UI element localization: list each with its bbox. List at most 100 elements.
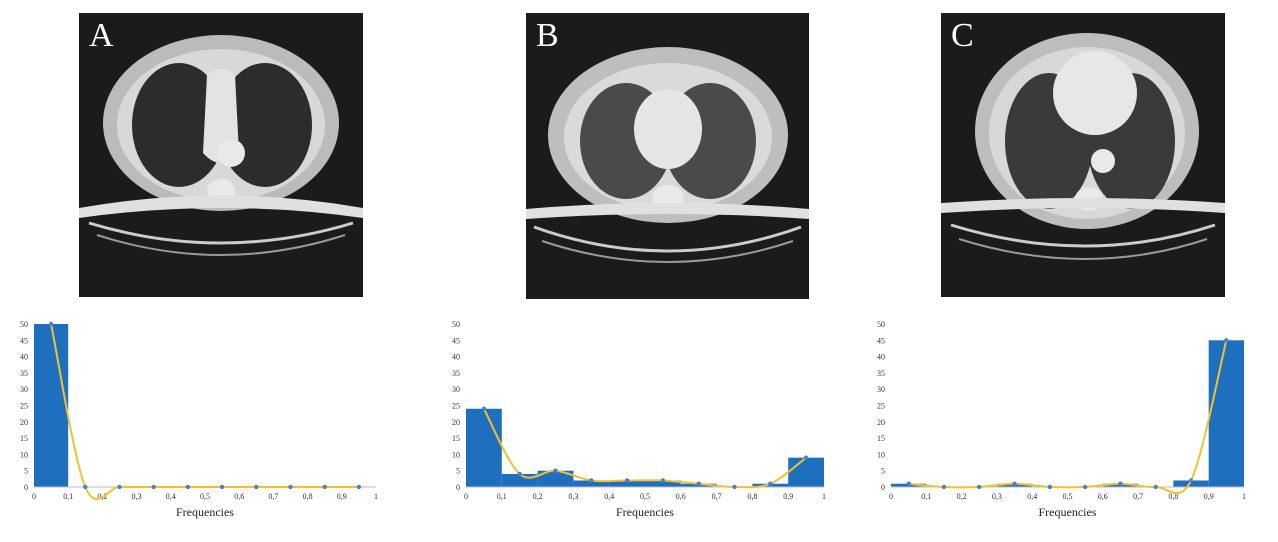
data-point — [1047, 484, 1053, 490]
x-tick-label: 0 — [464, 492, 468, 501]
histogram-bar — [1208, 340, 1244, 487]
y-tick-label: 35 — [877, 369, 885, 378]
x-tick-label: 0,4 — [166, 492, 176, 501]
frequency-curve — [908, 340, 1228, 495]
data-point — [1082, 484, 1088, 490]
y-tick-label: 15 — [877, 434, 885, 443]
data-point — [219, 484, 225, 490]
x-axis-label: Frequencies — [1039, 505, 1097, 519]
data-point — [151, 484, 156, 490]
y-tick-label: 0 — [24, 483, 28, 492]
data-point — [941, 484, 947, 490]
x-tick-label: 0,3 — [992, 492, 1002, 501]
x-tick-label: 0,4 — [604, 492, 614, 501]
x-tick-label: 0,2 — [533, 492, 543, 501]
x-tick-label: 0,1 — [63, 492, 73, 501]
x-tick-label: 0,6 — [1098, 492, 1108, 501]
x-tick-label: 0,8 — [747, 492, 757, 501]
y-tick-label: 25 — [452, 402, 460, 411]
data-point — [906, 481, 911, 486]
data-point — [254, 484, 259, 490]
x-tick-label: 0,7 — [712, 492, 722, 501]
y-tick-label: 20 — [452, 418, 460, 427]
data-point — [732, 484, 737, 490]
y-tick-label: 5 — [456, 467, 460, 476]
histogram-bar — [1173, 480, 1209, 487]
data-point — [117, 484, 122, 490]
data-point — [553, 468, 558, 473]
data-point — [83, 484, 88, 490]
data-point — [517, 471, 522, 477]
data-point — [660, 478, 666, 483]
y-tick-label: 10 — [20, 450, 28, 459]
y-tick-label: 30 — [877, 385, 885, 394]
y-tick-label: 10 — [877, 450, 885, 459]
x-tick-label: 1 — [1242, 492, 1246, 501]
data-point — [1224, 338, 1229, 343]
y-tick-label: 40 — [452, 353, 460, 362]
data-point — [185, 484, 191, 490]
y-tick-label: 50 — [20, 320, 28, 329]
ct-scan-image-a: A — [79, 13, 363, 297]
x-tick-label: 0,9 — [1204, 492, 1214, 501]
y-tick-label: 15 — [452, 434, 460, 443]
data-point — [803, 455, 809, 460]
x-tick-label: 0 — [32, 492, 36, 501]
panel-letter-b: B — [536, 17, 559, 54]
x-tick-label: 0,9 — [337, 492, 347, 501]
x-tick-label: 0,1 — [921, 492, 931, 501]
x-axis-label: Frequencies — [616, 505, 674, 519]
x-tick-label: 0,4 — [1027, 492, 1037, 501]
ct-scan-a-drawing — [79, 35, 363, 256]
y-tick-label: 40 — [20, 353, 28, 362]
x-tick-label: 0,9 — [783, 492, 793, 501]
data-point — [1188, 478, 1194, 483]
x-tick-label: 1 — [822, 492, 826, 501]
y-tick-label: 40 — [877, 353, 885, 362]
y-tick-label: 25 — [877, 402, 885, 411]
data-point — [481, 406, 487, 411]
x-tick-label: 0,6 — [234, 492, 244, 501]
x-axis-label: Frequencies — [176, 505, 234, 519]
panel-letter-a: A — [89, 17, 114, 54]
x-tick-label: 0,7 — [268, 492, 278, 501]
data-point — [624, 478, 630, 483]
y-tick-label: 45 — [452, 336, 460, 345]
histogram-bar — [34, 324, 69, 487]
x-tick-label: 0,1 — [497, 492, 507, 501]
y-tick-label: 20 — [20, 418, 28, 427]
y-tick-label: 0 — [881, 483, 885, 492]
data-point — [1153, 484, 1158, 490]
data-point — [322, 484, 327, 490]
x-tick-label: 0,5 — [640, 492, 650, 501]
y-tick-label: 30 — [452, 385, 460, 394]
histogram-bar — [609, 480, 645, 487]
y-tick-label: 5 — [24, 467, 28, 476]
data-point — [768, 481, 773, 486]
y-tick-label: 50 — [877, 320, 885, 329]
x-tick-label: 0,3 — [568, 492, 578, 501]
ct-scan-image-b: B — [526, 13, 809, 299]
ct-scan-image-c: C — [941, 13, 1225, 297]
data-point — [589, 478, 594, 483]
x-tick-label: 0,3 — [132, 492, 142, 501]
histogram-c: 0 5 10 15 20 25 30 35 40 45 50 0 0,1 0,2 0,3 0,4 0,5 0,6 0… — [877, 320, 1246, 519]
y-tick-label: 35 — [452, 369, 460, 378]
y-tick-label: 35 — [20, 369, 28, 378]
data-point — [48, 321, 54, 327]
y-tick-label: 10 — [452, 450, 460, 459]
x-tick-label: 0,8 — [1168, 492, 1178, 501]
x-tick-label: 0,8 — [303, 492, 313, 501]
y-tick-label: 30 — [20, 385, 28, 394]
y-tick-label: 0 — [456, 483, 460, 492]
data-point — [1118, 481, 1123, 486]
histogram-b: 0 5 10 15 20 25 30 35 40 45 50 0 0,1 0,2 0,3 0,4 0,5 0,6 0… — [452, 320, 826, 519]
y-tick-label: 15 — [20, 434, 28, 443]
histogram-bar — [788, 457, 824, 487]
x-tick-label: 0,7 — [1133, 492, 1143, 501]
x-tick-label: 0,5 — [200, 492, 210, 501]
y-tick-label: 45 — [877, 336, 885, 345]
data-point — [977, 484, 982, 490]
x-tick-label: 1 — [374, 492, 378, 501]
